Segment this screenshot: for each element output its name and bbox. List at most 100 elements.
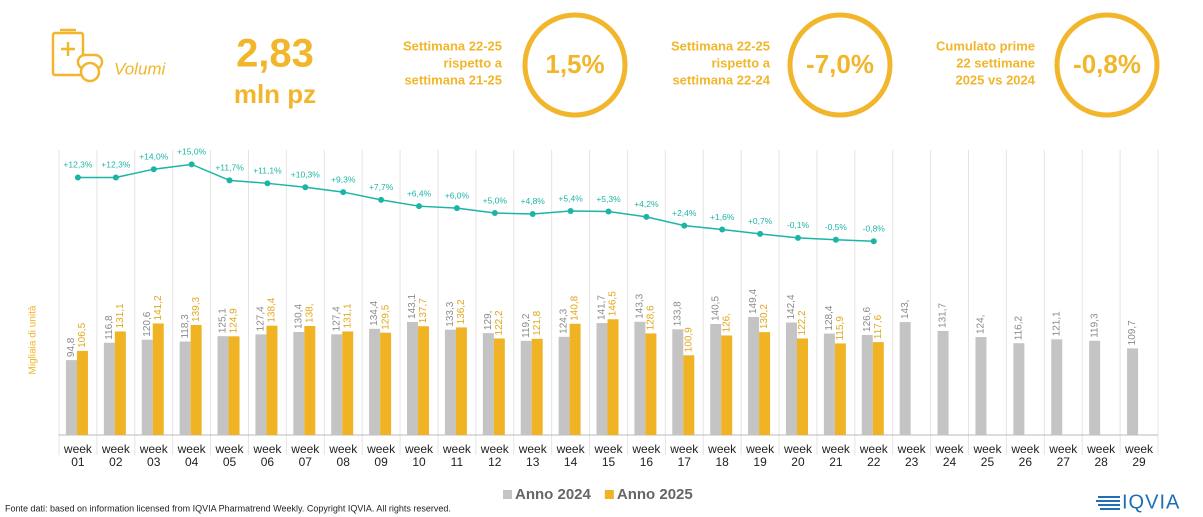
growth-label: +5,0% xyxy=(483,195,508,205)
bar xyxy=(65,360,77,435)
bar-label: 137,7 xyxy=(418,298,429,323)
bar xyxy=(872,342,884,435)
x-tick-label: week 18 xyxy=(708,442,737,469)
growth-point xyxy=(643,213,650,220)
growth-label: +1,6% xyxy=(710,212,735,222)
x-tick-label: week 07 xyxy=(291,442,320,469)
bar-label: 146,5 xyxy=(608,291,619,316)
bar-label: 127,4 xyxy=(256,306,267,331)
x-tick-label: week 27 xyxy=(1049,442,1078,469)
bar xyxy=(710,324,722,435)
growth-point xyxy=(681,222,688,229)
bar-label: 143,1 xyxy=(407,293,418,318)
bar-label: 127,4 xyxy=(331,306,342,331)
bar xyxy=(634,321,646,435)
growth-label: +11,7% xyxy=(215,163,244,173)
volume-icon xyxy=(51,28,104,83)
bar xyxy=(823,333,835,435)
kpi-circle xyxy=(522,12,628,118)
growth-point xyxy=(150,166,157,173)
growth-line xyxy=(77,163,874,242)
kpi-label: rispetto a xyxy=(443,55,502,70)
legend-label: Anno 2025 xyxy=(617,486,693,503)
growth-label: +12,3% xyxy=(63,160,93,170)
bar xyxy=(1127,348,1139,435)
growth-point xyxy=(74,174,81,181)
growth-point xyxy=(340,189,347,196)
bar-label: 122,2 xyxy=(797,310,808,335)
bar-label: 142,4 xyxy=(786,294,797,319)
bar xyxy=(380,332,392,435)
bar xyxy=(834,343,846,435)
growth-point xyxy=(302,184,309,191)
bar xyxy=(228,336,240,435)
bar xyxy=(331,334,343,435)
growth-point xyxy=(757,230,764,237)
logo: IQVIA xyxy=(1122,491,1180,513)
bar-label: 140,8 xyxy=(570,295,581,320)
bar xyxy=(114,331,126,435)
bar-label: 121,1 xyxy=(1051,311,1062,336)
bar-label: 141,2 xyxy=(153,295,164,320)
x-tick-label: week 24 xyxy=(935,442,964,469)
bar xyxy=(721,335,733,435)
bar-label: 116,2 xyxy=(1014,315,1025,340)
bar-label: 139,3 xyxy=(191,296,202,321)
x-tick-label: week 17 xyxy=(670,442,699,469)
x-tick-label: week 05 xyxy=(215,442,244,469)
bar xyxy=(1013,343,1025,435)
bar xyxy=(796,338,808,435)
bar xyxy=(418,326,430,435)
growth-point xyxy=(188,161,195,168)
bar-label: 115,9 xyxy=(835,316,846,341)
x-tick-label: week 23 xyxy=(897,442,926,469)
bar-label: 130,4 xyxy=(293,304,304,329)
kpi-label: 2025 vs 2024 xyxy=(955,72,1035,87)
bar xyxy=(937,330,949,435)
bar xyxy=(520,340,532,435)
bar xyxy=(861,334,873,435)
growth-point xyxy=(264,180,271,187)
growth-point xyxy=(794,234,801,241)
x-tick-label: week 09 xyxy=(367,442,396,469)
growth-label: +11,1% xyxy=(253,166,282,176)
bar-label: 117,6 xyxy=(873,314,884,339)
kpi-label: settimana 21-25 xyxy=(404,72,502,87)
growth-label: -0,8% xyxy=(863,223,886,233)
growth-label: +12,3% xyxy=(101,160,131,170)
x-tick-label: week 15 xyxy=(594,442,623,469)
bar xyxy=(493,338,505,435)
bar-label: 126, xyxy=(721,313,732,332)
bar-label: 131,1 xyxy=(342,303,353,328)
kpi-value: -7,0% xyxy=(806,49,874,79)
bar xyxy=(217,336,229,435)
bar xyxy=(899,322,911,435)
x-tick-label: week 22 xyxy=(859,442,888,469)
growth-point xyxy=(529,210,536,217)
kpi-label: Cumulato prime xyxy=(936,38,1035,53)
bar-label: 126,6 xyxy=(862,307,873,332)
bar xyxy=(141,339,153,435)
growth-label: -0,5% xyxy=(825,222,848,232)
kpi-circle xyxy=(1054,12,1160,118)
growth-point xyxy=(416,203,423,210)
x-tick-label: week 20 xyxy=(783,442,812,469)
growth-point xyxy=(378,196,385,203)
x-tick-label: week 28 xyxy=(1087,442,1116,469)
bar-label: 119,3 xyxy=(1089,313,1100,338)
bar xyxy=(683,355,695,435)
bar-label: 128,6 xyxy=(646,305,657,330)
bar xyxy=(759,332,771,435)
kpi-circle xyxy=(787,12,893,118)
growth-label: +0,7% xyxy=(748,216,773,226)
bar xyxy=(76,350,88,435)
bar-label: 140,5 xyxy=(710,296,721,321)
bar-label: 100,9 xyxy=(683,327,694,352)
bar xyxy=(407,321,419,435)
growth-label: +4,8% xyxy=(521,196,546,206)
bar-label: 131,1 xyxy=(115,303,126,328)
bar xyxy=(1089,340,1101,435)
bar-label: 116,8 xyxy=(104,315,115,340)
growth-point xyxy=(567,208,574,215)
x-tick-label: week 04 xyxy=(177,442,206,469)
